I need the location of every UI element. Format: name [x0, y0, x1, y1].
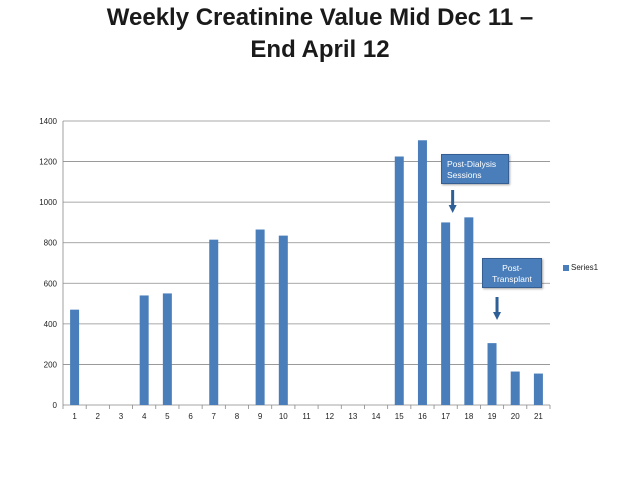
x-tick-label: 21 — [534, 412, 543, 421]
x-tick-label: 19 — [488, 412, 497, 421]
post-dialysis-callout: Post-Dialysis Sessions — [441, 154, 509, 184]
x-tick-label: 10 — [279, 412, 288, 421]
post-dialysis-callout-line1: Post-Dialysis — [447, 159, 497, 169]
x-tick-label: 13 — [348, 412, 357, 421]
chart-title-line2: End April 12 — [250, 36, 390, 63]
bar — [162, 293, 172, 405]
y-tick-label: 0 — [53, 401, 58, 410]
bar — [70, 309, 80, 405]
bar — [139, 295, 149, 405]
post-transplant-callout: Post- Transplant — [482, 258, 542, 288]
y-tick-label: 400 — [44, 320, 58, 329]
bar — [278, 235, 288, 405]
legend: Series1 — [563, 263, 598, 272]
x-tick-label: 18 — [464, 412, 473, 421]
bar — [464, 217, 474, 405]
x-tick-label: 4 — [142, 412, 147, 421]
x-tick-label: 1 — [72, 412, 77, 421]
x-tick-label: 2 — [96, 412, 101, 421]
chart-title-line1: Weekly Creatinine Value Mid Dec 11 – — [106, 4, 534, 31]
legend-label: Series1 — [571, 263, 599, 272]
bar — [510, 371, 520, 405]
x-tick-label: 15 — [395, 412, 404, 421]
callout-arrow-head — [493, 312, 502, 320]
post-transplant-callout-line1: Post- — [502, 263, 522, 273]
chart-title: Weekly Creatinine Value Mid Dec 11 – End… — [60, 2, 580, 66]
x-tick-label: 3 — [119, 412, 124, 421]
y-tick-label: 1400 — [39, 117, 57, 126]
bar — [441, 222, 451, 405]
y-tick-label: 1200 — [39, 158, 57, 167]
x-tick-label: 6 — [188, 412, 193, 421]
bar — [255, 229, 265, 405]
x-tick-label: 12 — [325, 412, 334, 421]
x-tick-label: 11 — [302, 412, 311, 421]
x-tick-label: 16 — [418, 412, 427, 421]
y-tick-label: 800 — [44, 239, 58, 248]
legend-swatch — [563, 264, 569, 271]
bar — [487, 343, 497, 405]
x-tick-label: 7 — [212, 412, 217, 421]
x-tick-label: 9 — [258, 412, 263, 421]
callout-arrow-head — [448, 205, 457, 213]
x-tick-label: 17 — [441, 412, 450, 421]
x-tick-label: 5 — [165, 412, 170, 421]
y-tick-label: 600 — [44, 279, 58, 288]
bar — [533, 373, 543, 405]
post-transplant-callout-line2: Transplant — [492, 274, 532, 284]
bar — [394, 156, 404, 405]
y-tick-label: 1000 — [39, 198, 57, 207]
x-tick-label: 14 — [372, 412, 381, 421]
x-tick-label: 20 — [511, 412, 520, 421]
bar — [209, 239, 219, 405]
bar — [417, 140, 427, 405]
y-tick-label: 200 — [44, 360, 58, 369]
post-dialysis-callout-line2: Sessions — [447, 170, 482, 180]
x-tick-label: 8 — [235, 412, 240, 421]
